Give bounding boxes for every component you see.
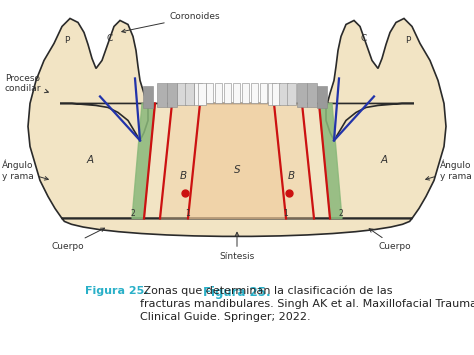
Polygon shape <box>274 103 314 218</box>
Text: Síntesis: Síntesis <box>219 232 255 261</box>
Bar <box>317 87 327 108</box>
Text: P: P <box>64 36 70 45</box>
Bar <box>243 83 249 103</box>
Bar <box>252 83 258 103</box>
Bar <box>288 83 297 105</box>
Text: Ángulo
y rama: Ángulo y rama <box>426 160 472 181</box>
Bar <box>272 83 280 105</box>
Text: Proceso
condilar: Proceso condilar <box>5 74 48 93</box>
Text: Cuerpo: Cuerpo <box>52 228 105 251</box>
Bar <box>307 83 317 108</box>
Text: B: B <box>180 171 187 181</box>
Bar <box>167 83 177 108</box>
Bar <box>297 83 307 108</box>
Text: S: S <box>234 165 240 175</box>
Bar <box>234 83 240 103</box>
Bar <box>157 83 167 108</box>
Bar <box>143 87 153 108</box>
Text: A: A <box>86 155 93 165</box>
Polygon shape <box>132 103 155 218</box>
Text: C: C <box>361 34 367 43</box>
Bar <box>177 83 186 105</box>
Bar <box>268 83 276 105</box>
Polygon shape <box>188 103 286 218</box>
Polygon shape <box>28 18 446 236</box>
Text: Figura 25.: Figura 25. <box>203 286 271 299</box>
Text: Figura 25.: Figura 25. <box>85 286 149 296</box>
Text: B: B <box>287 171 294 181</box>
Text: A: A <box>381 155 388 165</box>
Bar <box>198 83 206 105</box>
Text: Ángulo
y rama: Ángulo y rama <box>2 160 48 181</box>
Bar <box>216 83 222 103</box>
Bar <box>225 83 231 103</box>
Text: 2: 2 <box>338 209 343 218</box>
Bar <box>185 83 194 105</box>
Text: Zonas que determinan la clasificación de las
fracturas mandibulares. Singh AK et: Zonas que determinan la clasificación de… <box>140 286 474 322</box>
Text: P: P <box>405 36 410 45</box>
Polygon shape <box>160 103 200 218</box>
Bar <box>261 83 267 103</box>
Text: Coronoides: Coronoides <box>122 12 220 33</box>
Text: Cuerpo: Cuerpo <box>369 229 411 251</box>
Text: 1: 1 <box>283 209 288 218</box>
Polygon shape <box>319 103 342 218</box>
Bar <box>280 83 289 105</box>
Text: C: C <box>107 34 113 43</box>
Bar <box>207 83 213 103</box>
Text: 2: 2 <box>131 209 136 218</box>
Text: 1: 1 <box>186 209 191 218</box>
Bar <box>194 83 202 105</box>
